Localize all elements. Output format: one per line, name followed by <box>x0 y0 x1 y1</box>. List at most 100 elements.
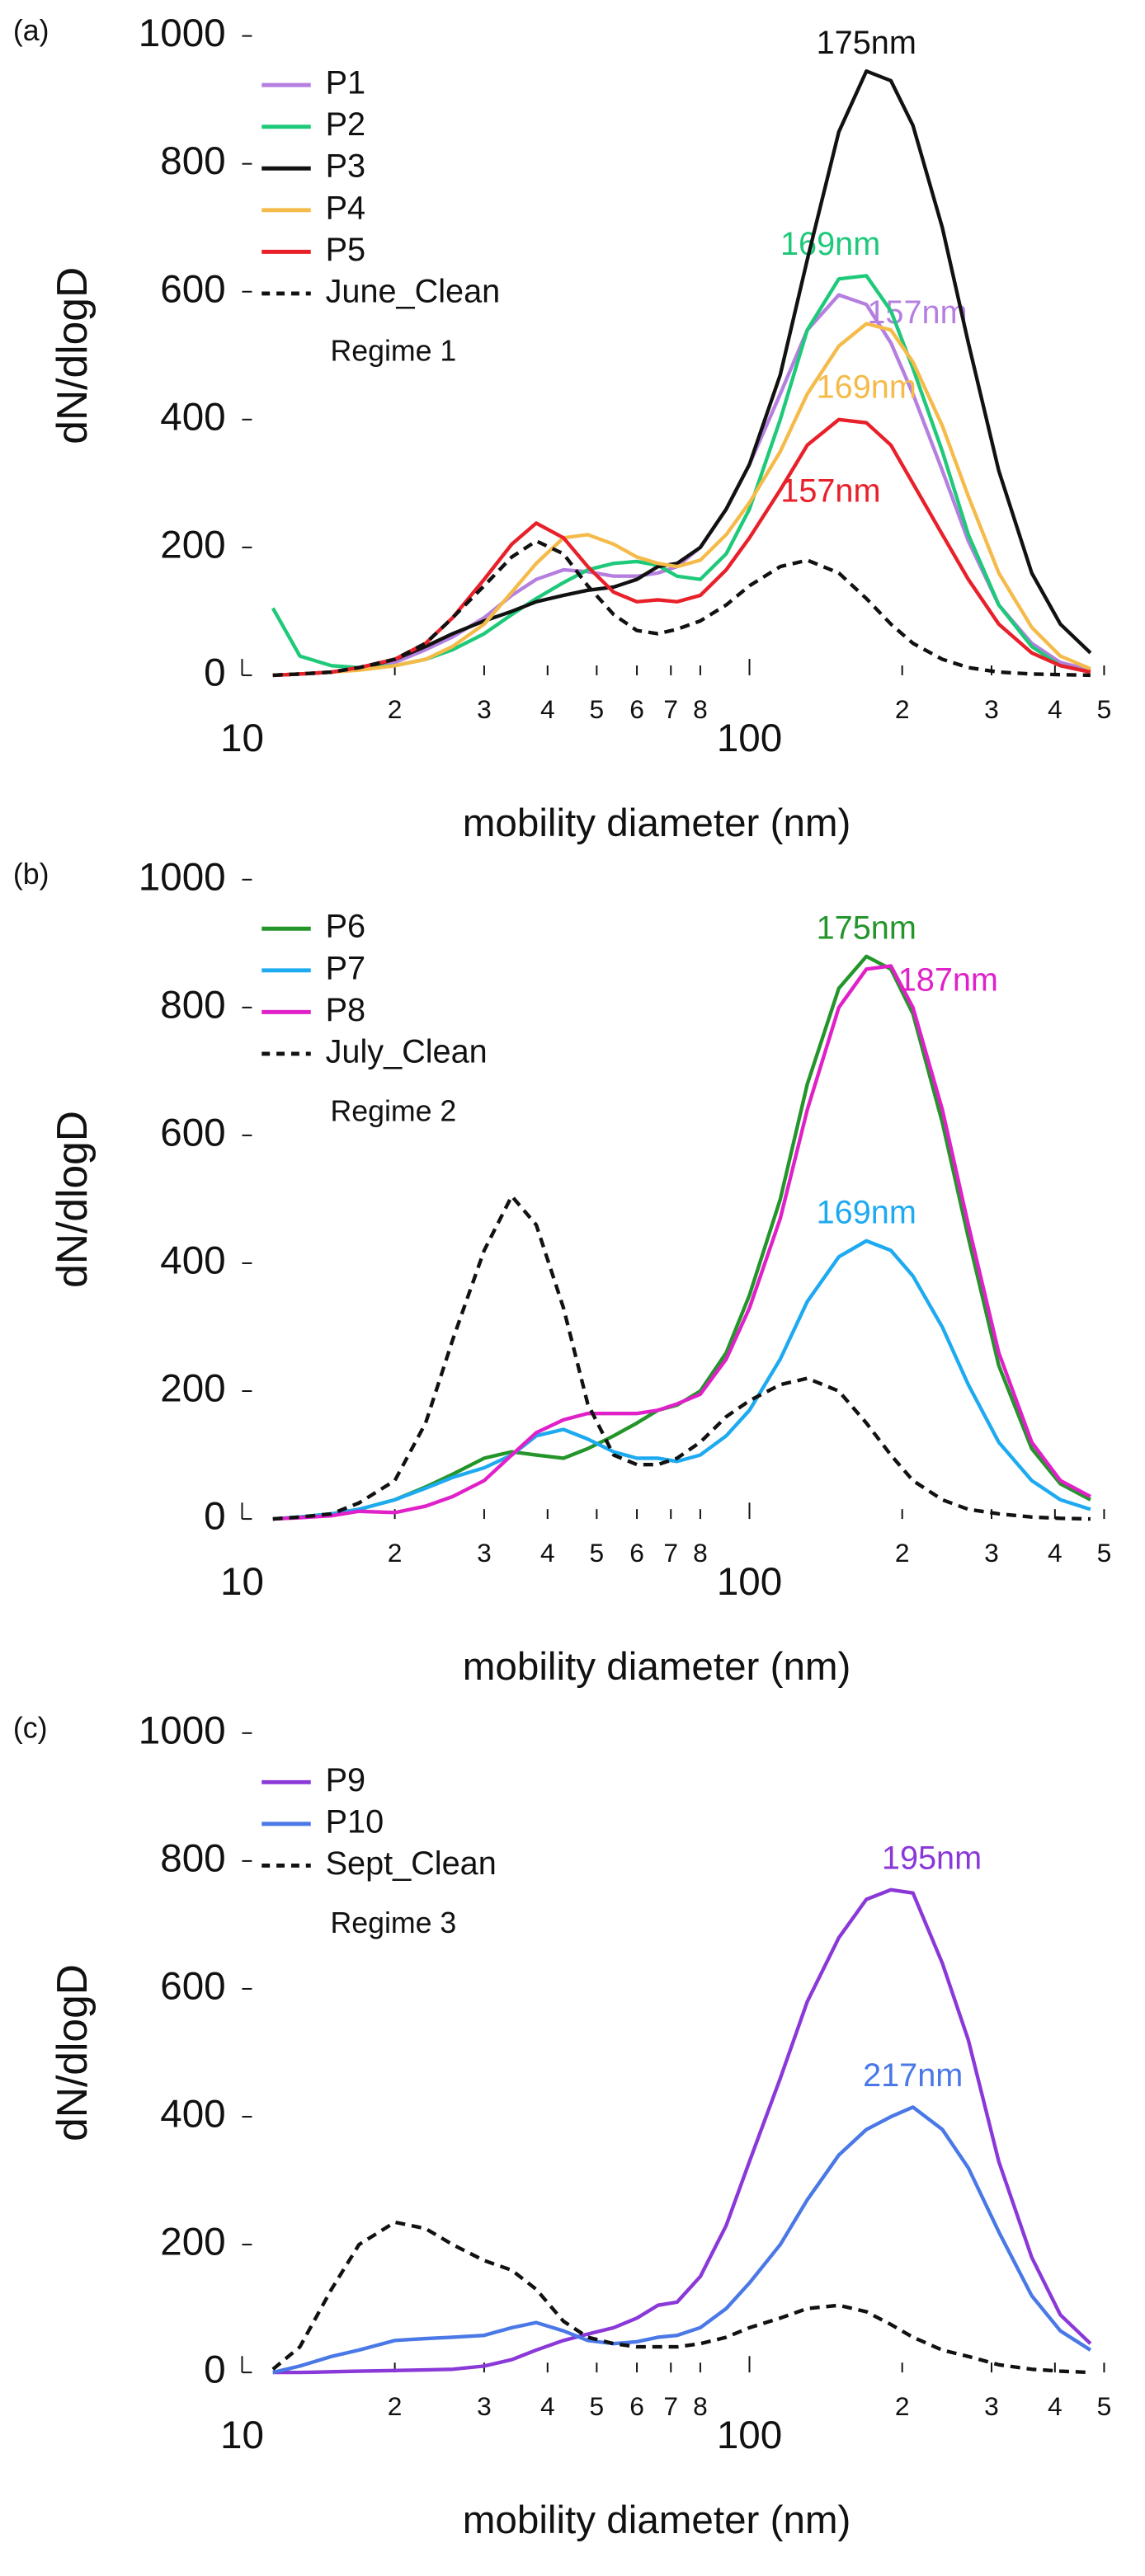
x-tick-label: 3 <box>477 1538 492 1568</box>
y-tick-label: 0 <box>204 651 225 694</box>
peak-annotation: 157nm <box>780 473 880 510</box>
series-line <box>272 322 1091 678</box>
series-line <box>272 1194 1091 1521</box>
series-line <box>272 417 1091 678</box>
legend-label: June_Clean <box>326 273 501 309</box>
x-tick-label: 4 <box>540 2391 555 2421</box>
x-tick-label: 10 <box>220 2414 264 2457</box>
x-tick-label: 4 <box>1048 2391 1063 2421</box>
x-tick-label: 2 <box>388 2391 403 2421</box>
x-tick-label: 7 <box>663 2391 678 2421</box>
peak-annotation: 175nm <box>817 910 916 947</box>
x-tick-label: 2 <box>388 694 403 724</box>
legend-label: P3 <box>326 148 366 185</box>
peak-annotation: 169nm <box>780 226 880 262</box>
y-tick-label: 800 <box>160 139 225 183</box>
y-tick-label: 200 <box>160 1367 225 1411</box>
peak-annotation: 169nm <box>817 1195 916 1231</box>
x-tick-label: 2 <box>895 2391 910 2421</box>
peak-annotation: 175nm <box>817 25 916 61</box>
x-tick-label: 6 <box>629 2391 644 2421</box>
y-tick-label: 600 <box>160 267 225 311</box>
x-tick-label: 10 <box>220 717 264 760</box>
series-line <box>272 1887 1092 2375</box>
x-tick-label: 5 <box>590 694 605 724</box>
series-line <box>272 538 1091 678</box>
x-tick-label: 6 <box>629 694 644 724</box>
peak-annotation: 217nm <box>863 2057 963 2094</box>
x-axis-label: mobility diameter (nm) <box>463 1645 851 1689</box>
y-axis-label: dN/dlogD <box>48 1111 96 1288</box>
y-tick-label: 400 <box>160 1239 225 1283</box>
legend-label: P8 <box>326 992 366 1028</box>
x-tick-label: 7 <box>663 1538 678 1568</box>
legend-label: P6 <box>326 909 366 945</box>
x-tick-label: 100 <box>717 1560 782 1604</box>
legend-label: P5 <box>326 232 366 268</box>
panel-label: (b) <box>13 858 49 891</box>
y-tick-label: 600 <box>160 1965 225 2009</box>
x-tick-label: 5 <box>1097 1538 1112 1568</box>
y-tick-label: 200 <box>160 523 225 566</box>
legend-label: P2 <box>326 106 366 143</box>
series-line <box>272 2105 1092 2375</box>
x-tick-label: 2 <box>895 694 910 724</box>
y-axis-label: dN/dlogD <box>48 267 96 444</box>
y-tick-label: 0 <box>204 1495 225 1539</box>
x-tick-label: 5 <box>1097 2391 1112 2421</box>
legend-label: P10 <box>326 1803 384 1840</box>
x-tick-label: 4 <box>1048 1538 1063 1568</box>
x-tick-label: 4 <box>540 694 555 724</box>
panel-label: (a) <box>13 14 49 47</box>
x-tick-label: 3 <box>984 1538 999 1568</box>
x-tick-label: 2 <box>388 1538 403 1568</box>
y-tick-label: 1000 <box>139 12 226 55</box>
x-tick-label: 4 <box>1048 694 1063 724</box>
y-tick-label: 400 <box>160 2093 225 2136</box>
regime-label: Regime 2 <box>331 1095 457 1128</box>
series-line <box>272 964 1091 1521</box>
legend-label: P1 <box>326 65 366 101</box>
series-line <box>272 1239 1091 1521</box>
x-tick-label: 8 <box>693 2391 708 2421</box>
x-tick-label: 100 <box>717 717 782 760</box>
x-tick-label: 3 <box>477 694 492 724</box>
legend-label: P9 <box>326 1762 366 1798</box>
y-tick-label: 800 <box>160 1836 225 1880</box>
y-tick-label: 1000 <box>139 855 226 899</box>
y-axis-label: dN/dlogD <box>48 1964 96 2141</box>
panel-label: (c) <box>13 1711 48 1744</box>
x-tick-label: 3 <box>477 2391 492 2421</box>
y-tick-label: 1000 <box>139 1709 226 1752</box>
x-tick-label: 10 <box>220 1560 264 1604</box>
x-tick-label: 3 <box>984 2391 999 2421</box>
x-tick-label: 5 <box>590 1538 605 1568</box>
x-tick-label: 8 <box>693 1538 708 1568</box>
x-axis-label: mobility diameter (nm) <box>463 801 851 845</box>
legend-label: P4 <box>326 190 366 226</box>
y-tick-label: 800 <box>160 983 225 1027</box>
regime-label: Regime 3 <box>331 1906 457 1939</box>
x-tick-label: 3 <box>984 694 999 724</box>
x-tick-label: 4 <box>540 1538 555 1568</box>
x-tick-label: 7 <box>663 694 678 724</box>
x-tick-label: 5 <box>1097 694 1112 724</box>
regime-label: Regime 1 <box>331 335 457 368</box>
legend-label: P7 <box>326 950 366 986</box>
y-tick-label: 0 <box>204 2348 225 2392</box>
x-axis-label: mobility diameter (nm) <box>463 2498 851 2542</box>
x-tick-label: 6 <box>629 1538 644 1568</box>
legend-label: Sept_Clean <box>326 1845 497 1882</box>
y-tick-label: 400 <box>160 395 225 439</box>
x-tick-label: 8 <box>693 694 708 724</box>
legend-label: July_Clean <box>326 1033 488 1069</box>
peak-annotation: 169nm <box>817 369 916 405</box>
peak-annotation: 195nm <box>882 1840 982 1877</box>
y-tick-label: 200 <box>160 2221 225 2264</box>
series-line <box>271 2220 1091 2375</box>
peak-annotation: 187nm <box>898 962 998 999</box>
x-tick-label: 100 <box>717 2414 782 2457</box>
series-line <box>272 69 1092 678</box>
